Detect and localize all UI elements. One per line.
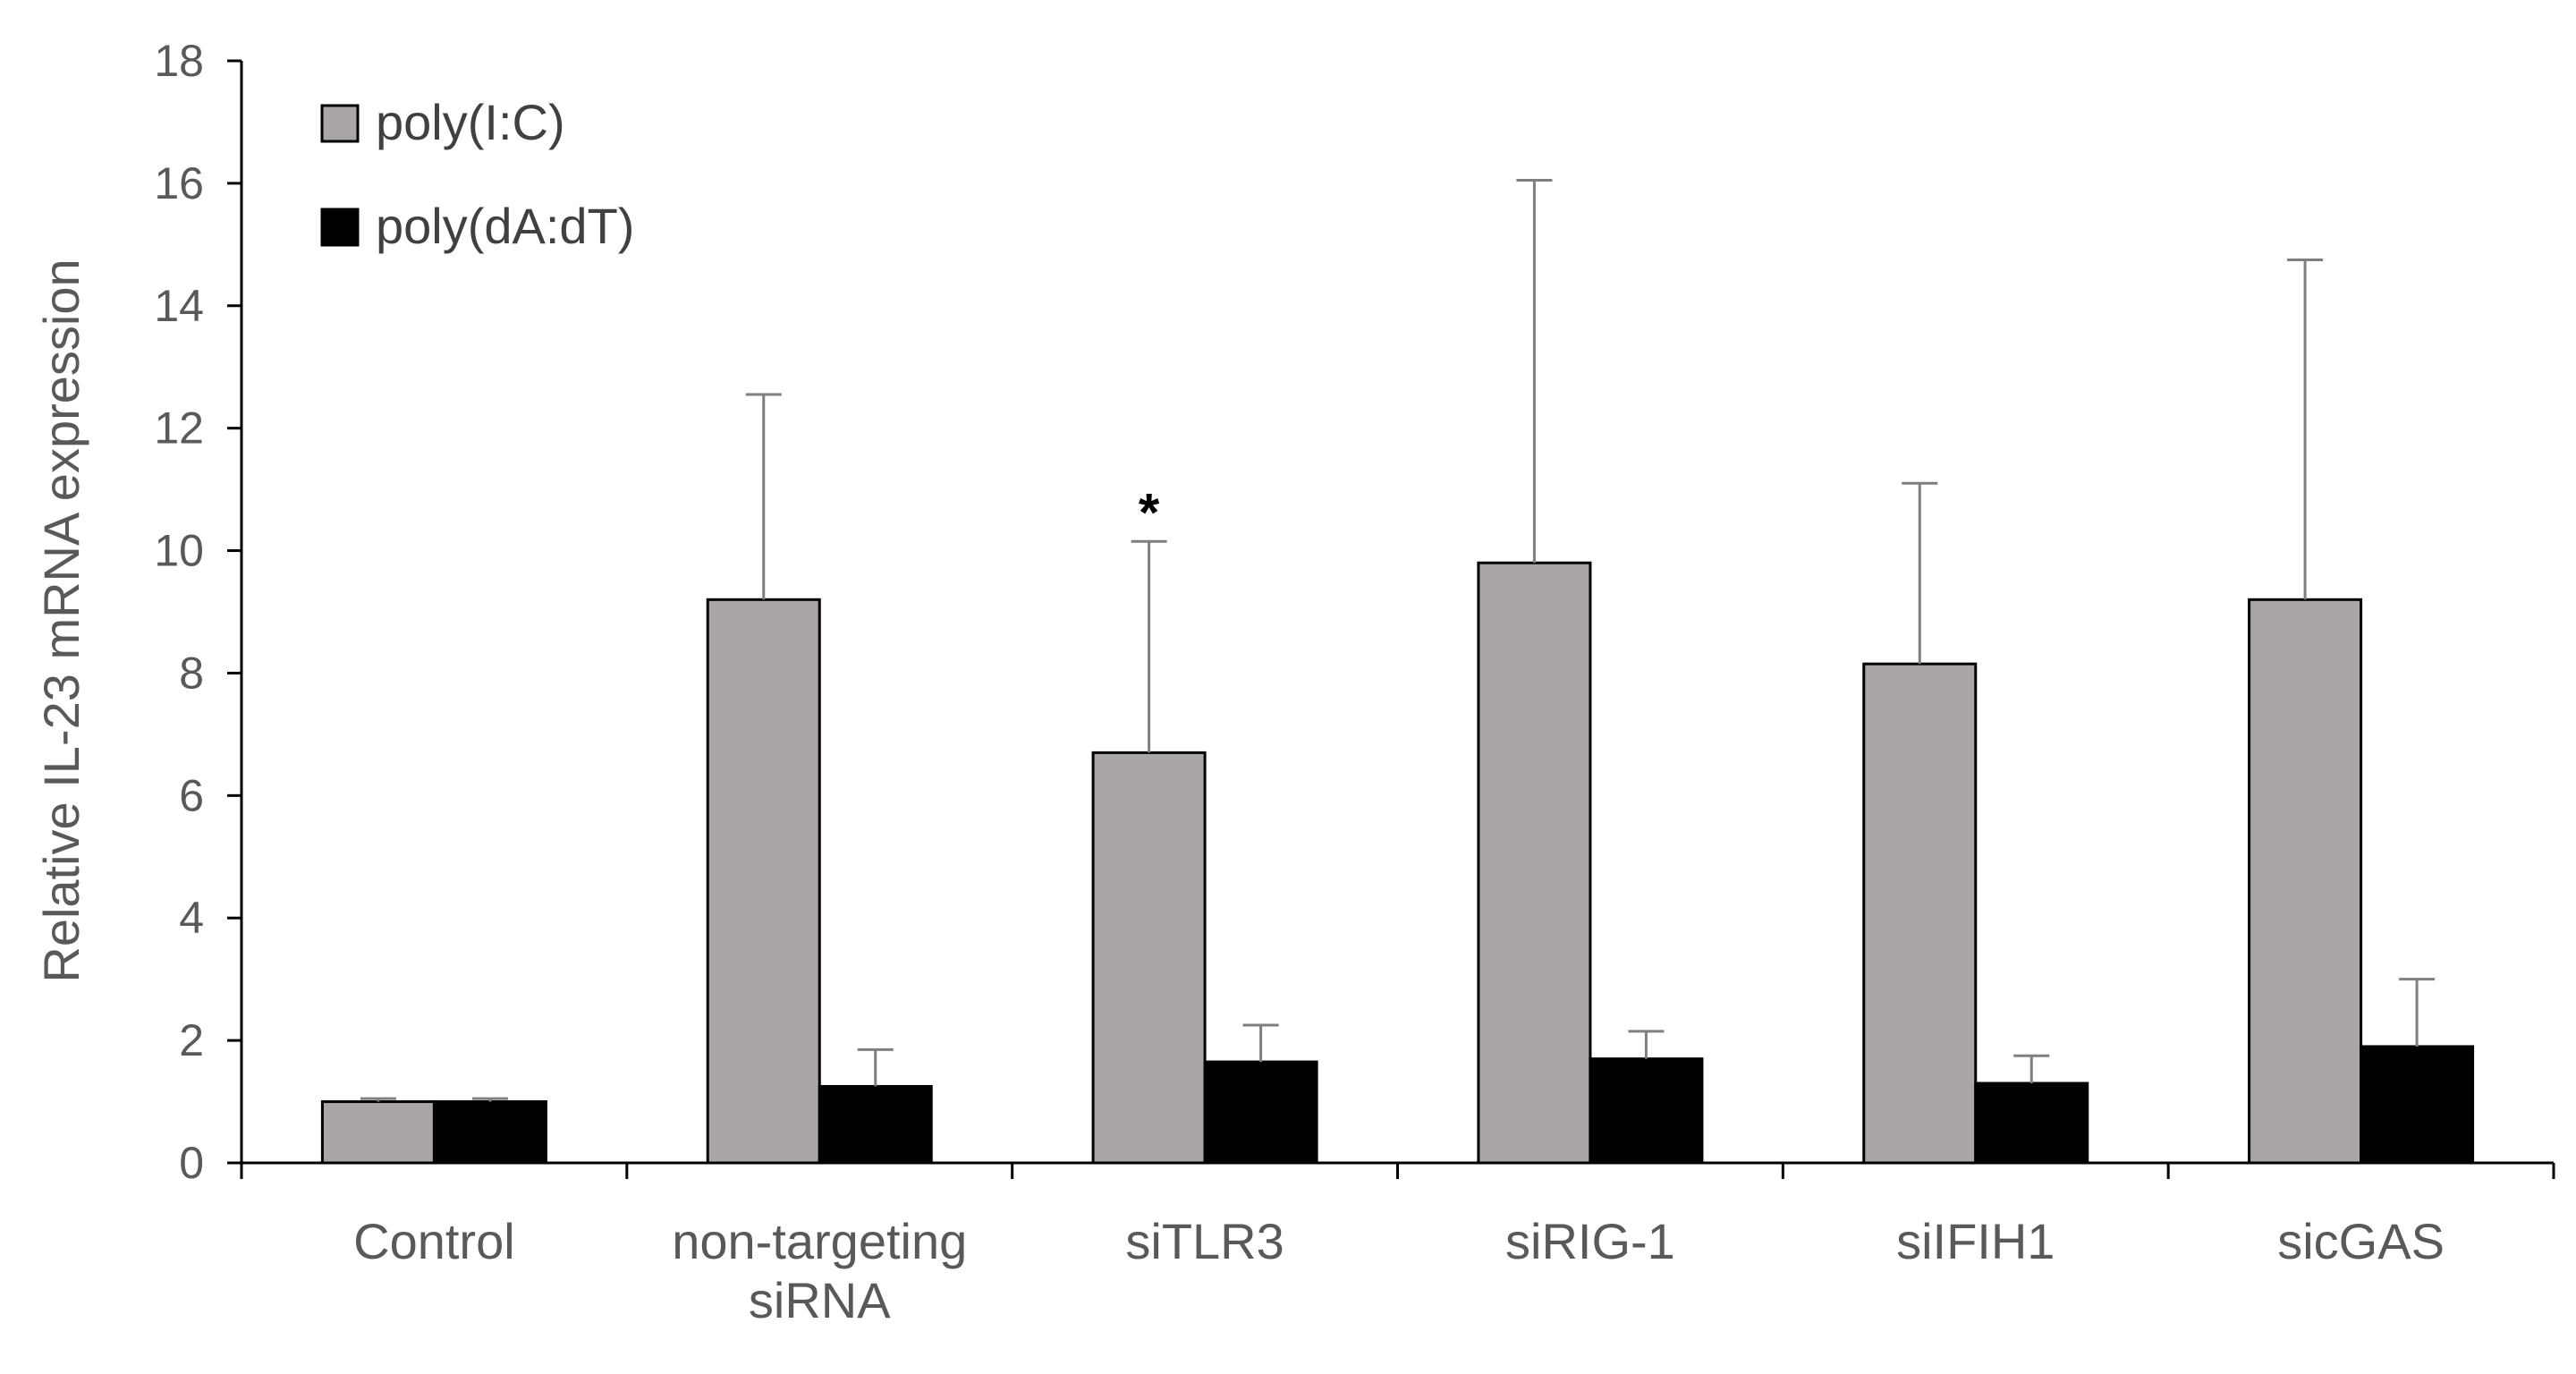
category-label: siTLR3 xyxy=(1125,1213,1284,1269)
axes: 0 2 4 6 8 10 12 14 16 18 Relative IL-23 mRNA expre… xyxy=(33,36,2555,1188)
legend: poly(I:C) poly(dA:dT) xyxy=(320,94,634,254)
y-tick-label: 8 xyxy=(179,648,204,698)
y-tick-label: 0 xyxy=(179,1138,204,1188)
category-label: non-targeting siRNA xyxy=(672,1213,967,1328)
bar-polyIC xyxy=(1091,751,1207,1165)
y-tick-label: 16 xyxy=(154,158,204,208)
category-label: siRIG-1 xyxy=(1505,1213,1675,1269)
category-label-line: siIFIH1 xyxy=(1896,1213,2055,1269)
bar-polydAdT xyxy=(1203,1060,1318,1165)
labels: Control non-targeting siRNA siTLR3 siRIG-1 si… xyxy=(353,482,2445,1328)
y-tick-label: 12 xyxy=(154,403,204,454)
legend-swatch-polydAdT xyxy=(320,208,360,247)
y-tick-label: 2 xyxy=(179,1015,204,1065)
bar-polyIC xyxy=(706,598,821,1165)
y-tick-label: 10 xyxy=(154,526,204,576)
legend-swatch-polyIC xyxy=(320,104,360,143)
legend-label-polydAdT: poly(dA:dT) xyxy=(376,198,634,254)
bar-polydAdT xyxy=(432,1100,547,1165)
bar-polydAdT xyxy=(2360,1045,2475,1165)
category-label-line: non-targeting xyxy=(672,1213,967,1269)
category-label-line: siRNA xyxy=(749,1272,891,1328)
y-tick-label: 14 xyxy=(154,281,204,331)
y-axis-title: Relative IL-23 mRNA expression xyxy=(33,259,89,982)
bar-polyIC xyxy=(320,1100,436,1165)
bar-polydAdT xyxy=(1589,1057,1704,1165)
category-label-line: siTLR3 xyxy=(1125,1213,1284,1269)
y-tick-label: 18 xyxy=(154,36,204,86)
category-label-line: Control xyxy=(353,1213,515,1269)
y-tick-label: 4 xyxy=(179,893,204,943)
category-label-line: sicGAS xyxy=(2277,1213,2445,1269)
category-label: siIFIH1 xyxy=(1896,1213,2055,1269)
bar-polydAdT xyxy=(1974,1081,2089,1165)
legend-label-polyIC: poly(I:C) xyxy=(376,94,565,150)
bars xyxy=(320,561,2475,1165)
bar-polyIC xyxy=(1862,662,1978,1165)
bar-polyIC xyxy=(2248,598,2363,1165)
y-tick-label: 6 xyxy=(179,770,204,820)
category-label: sicGAS xyxy=(2277,1213,2445,1269)
category-label-line: siRIG-1 xyxy=(1505,1213,1675,1269)
significance-asterisk: * xyxy=(1139,482,1160,542)
category-label: Control xyxy=(353,1213,515,1269)
error-bars xyxy=(360,178,2436,1102)
bar-polyIC xyxy=(1477,561,1592,1165)
bar-polydAdT xyxy=(818,1084,933,1165)
